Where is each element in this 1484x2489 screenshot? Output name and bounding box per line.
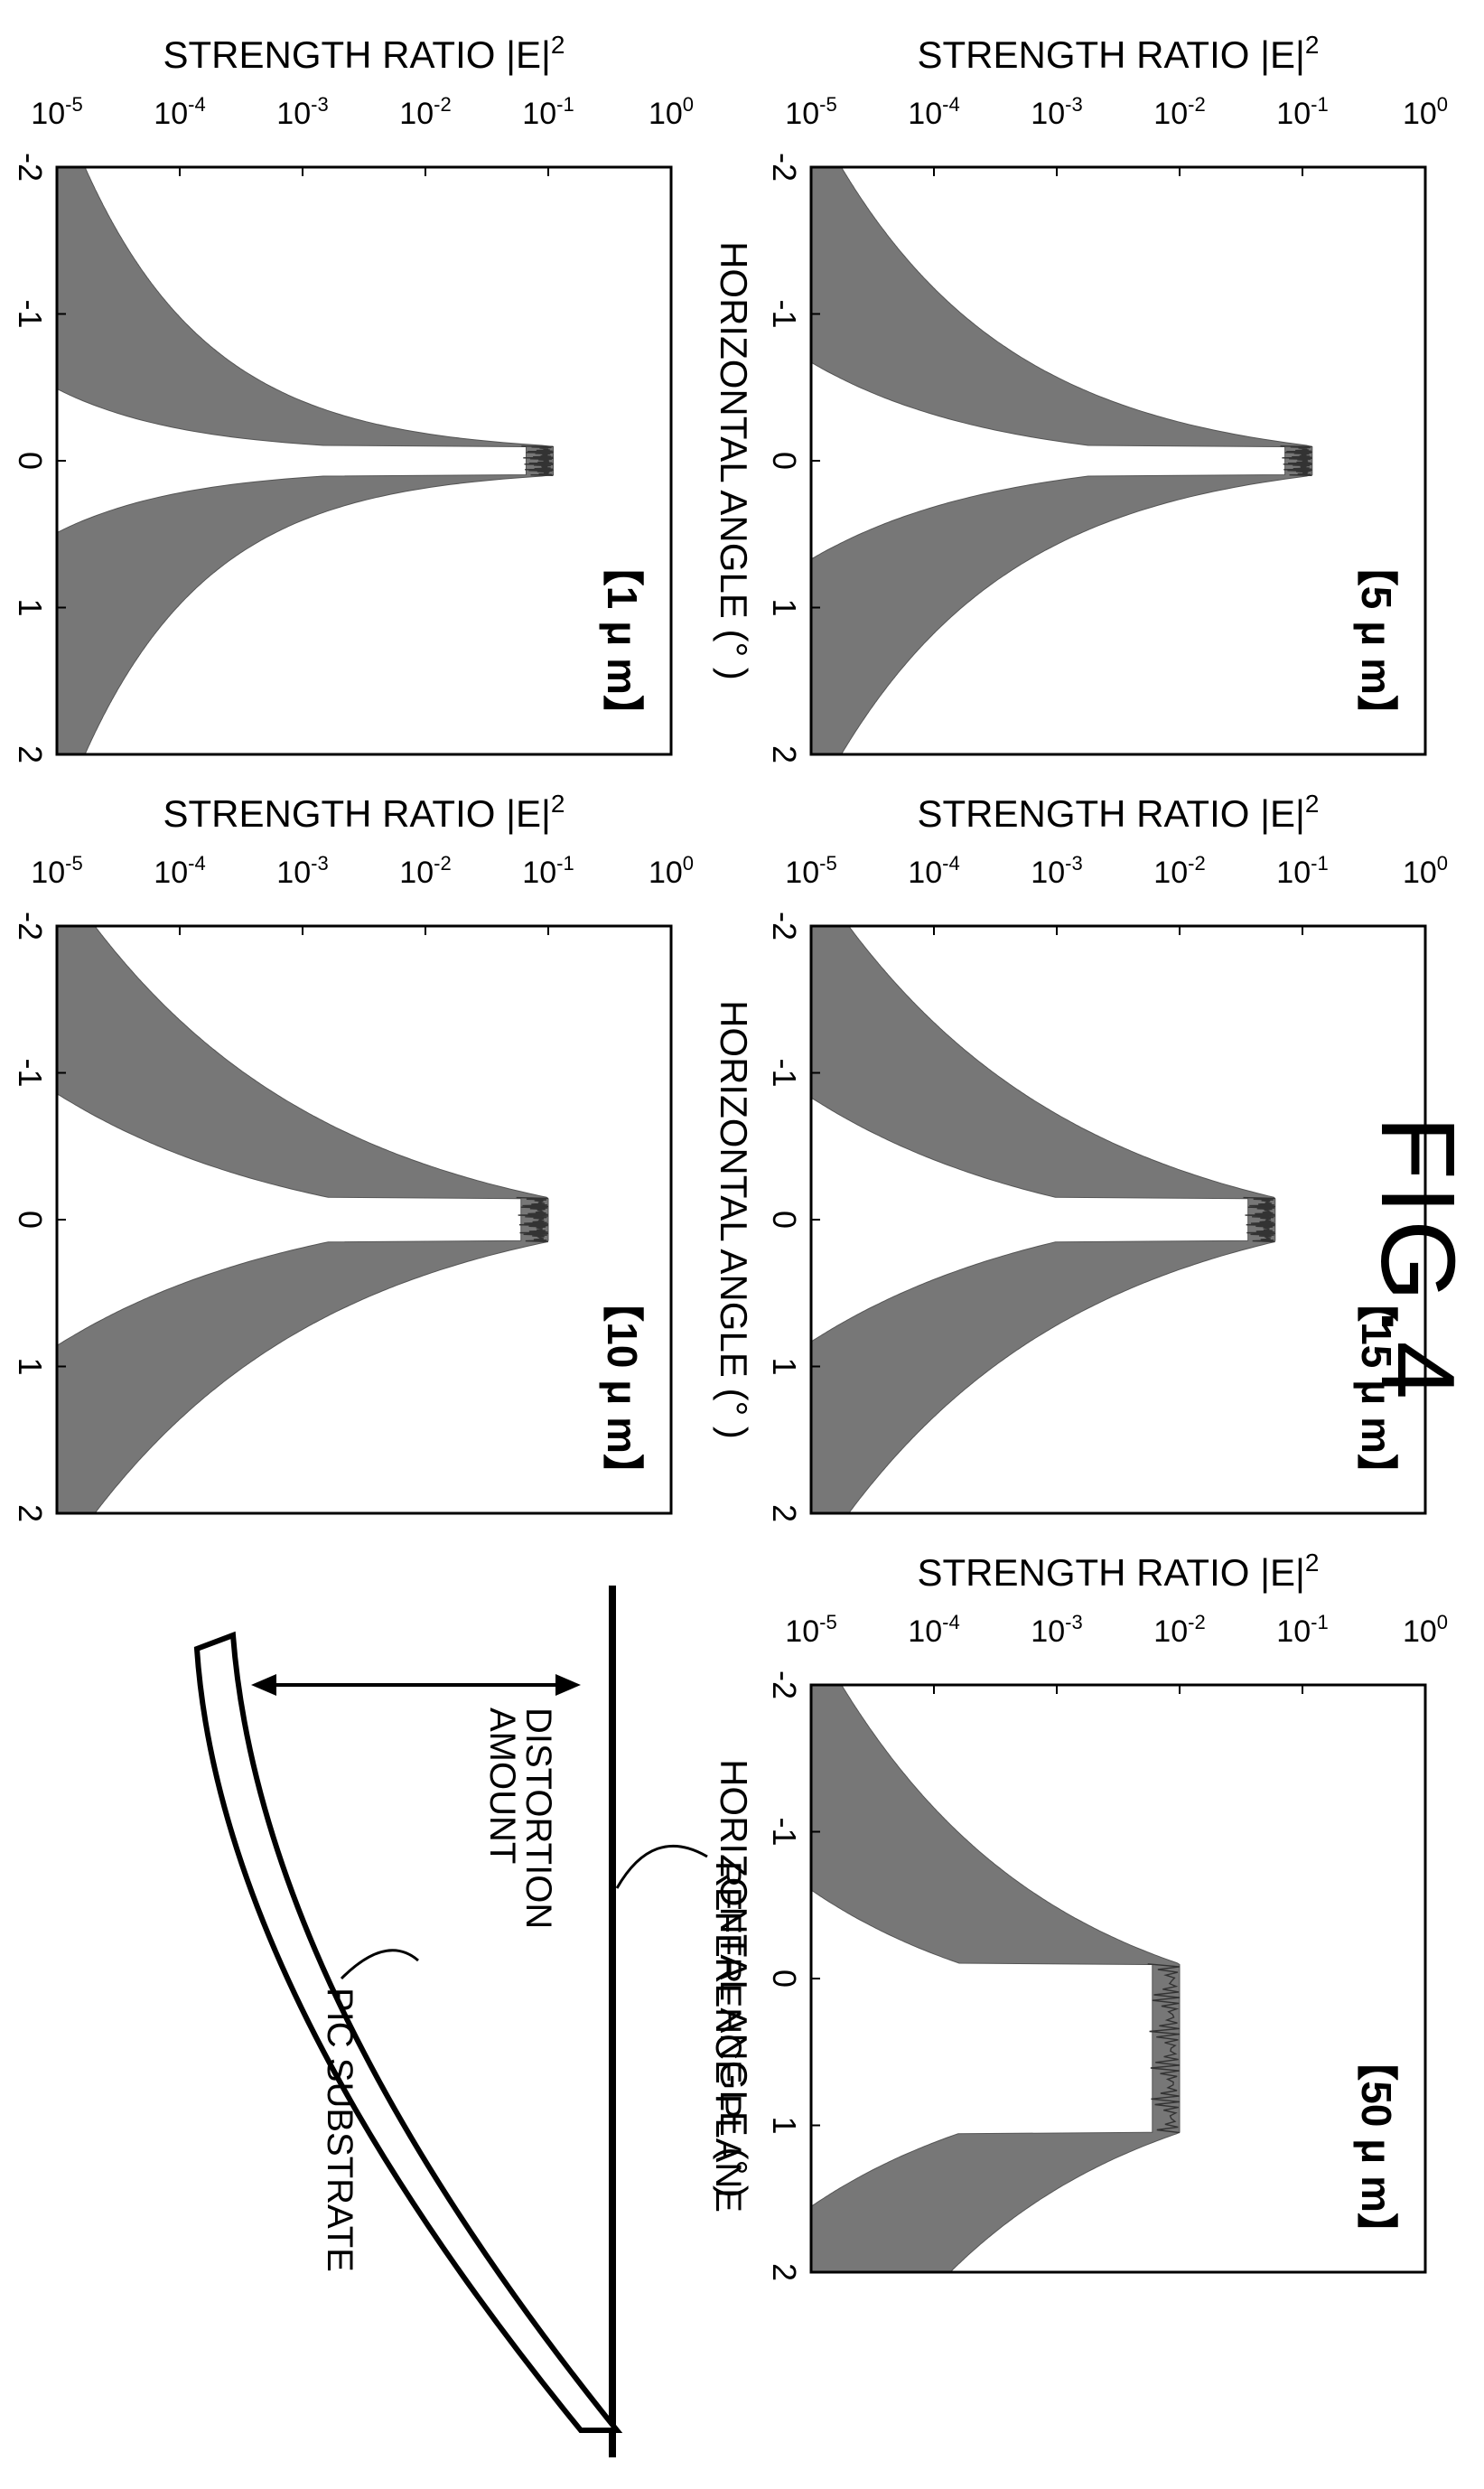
y-tick-label: 10-1 <box>1276 852 1328 890</box>
y-tick-label: 10-2 <box>1153 852 1205 890</box>
y-tick-label: 10-3 <box>276 852 328 890</box>
x-tick-label: 1 <box>12 598 49 616</box>
plot-svg: -2 -1 0 1 2 10-5 10-4 10-3 10-2 10-1 100 STRENGTH R… <box>713 1549 1448 2281</box>
distortion-label: DISTORTIONAMOUNT <box>482 1708 558 1929</box>
x-tick-label: -2 <box>766 1670 803 1699</box>
y-tick-label: 10-2 <box>399 852 451 890</box>
plot-svg: -2 -1 0 1 2 10-5 10-4 10-3 10-2 10-1 100 STRENGTH R… <box>713 790 1448 1522</box>
x-tick-label: 2 <box>12 1504 49 1522</box>
x-tick-label: 0 <box>12 452 49 470</box>
x-tick-label: 1 <box>766 2116 803 2134</box>
x-tick-label: -1 <box>12 299 49 328</box>
plot-svg: -2 -1 0 1 2 10-5 10-4 10-3 10-2 10-1 100 STRENGTH R… <box>0 790 694 1522</box>
x-tick-label: -1 <box>12 1058 49 1087</box>
plot-svg: -2 -1 0 1 2 10-5 10-4 10-3 10-2 10-1 100 STRENGTH R… <box>0 31 694 763</box>
x-tick-label: -2 <box>12 912 49 940</box>
arrow-head-icon <box>251 1674 276 1696</box>
y-tick-label: 10-2 <box>1153 1611 1205 1649</box>
y-tick-label: 10-3 <box>1031 93 1082 131</box>
arrow-head-icon <box>555 1674 581 1696</box>
panel-title: 【5 μ m】 <box>1353 545 1400 736</box>
x-tick-label: 0 <box>766 1970 803 1988</box>
y-axis-label: STRENGTH RATIO |E|2 <box>918 1549 1320 1594</box>
series-peak <box>1147 1963 1181 2134</box>
panel-title: 【50 μ m】 <box>1353 2039 1400 2254</box>
y-tick-label: 10-4 <box>154 93 205 131</box>
panel-title: 【10 μ m】 <box>599 1280 646 1495</box>
x-tick-label: 1 <box>12 1357 49 1375</box>
plot-10um: -2 -1 0 1 2 10-5 10-4 10-3 10-2 10-1 100 STRENGTH R… <box>0 786 694 1527</box>
y-tick-label: 10-5 <box>785 1611 836 1649</box>
pic-substrate-shape <box>193 1631 623 2433</box>
y-tick-label: 10-4 <box>908 852 959 890</box>
x-tick-label: -2 <box>12 153 49 182</box>
x-axis-label: HORIZONTAL ANGLE (° ) <box>713 1000 755 1439</box>
y-tick-label: 10-5 <box>785 852 836 890</box>
y-axis-label: STRENGTH RATIO |E|2 <box>163 31 565 76</box>
x-tick-label: 1 <box>766 598 803 616</box>
x-tick-label: -2 <box>766 912 803 940</box>
x-tick-label: 2 <box>766 745 803 763</box>
series-peak <box>1280 445 1312 476</box>
y-tick-label: 10-3 <box>1031 852 1082 890</box>
y-tick-label: 10-4 <box>154 852 205 890</box>
plot-svg: -2 -1 0 1 2 10-5 10-4 10-3 10-2 10-1 100 STRENGTH R… <box>713 31 1448 763</box>
reference-plane-label: REFERENCE PLANE <box>708 1861 748 2213</box>
y-tick-label: 10-2 <box>399 93 451 131</box>
y-axis-label: STRENGTH RATIO |E|2 <box>918 790 1320 835</box>
y-tick-label: 100 <box>649 93 694 131</box>
y-tick-label: 100 <box>1403 852 1448 890</box>
series-peak <box>521 445 554 476</box>
series-peak <box>516 1196 549 1243</box>
y-tick-label: 10-4 <box>908 1611 959 1649</box>
plot-5um: -2 -1 0 1 2 10-5 10-4 10-3 10-2 10-1 100 STRENGTH R… <box>667 27 1448 768</box>
leader-line <box>615 1844 708 1889</box>
x-tick-label: 1 <box>766 1357 803 1375</box>
y-tick-label: 100 <box>1403 93 1448 131</box>
x-tick-label: -1 <box>766 299 803 328</box>
x-axis-label: HORIZONTAL ANGLE (° ) <box>713 1759 755 2198</box>
x-axis-label: HORIZONTAL ANGLE (° ) <box>0 1000 1 1439</box>
x-tick-label: 0 <box>766 1211 803 1229</box>
x-tick-label: -1 <box>766 1058 803 1087</box>
y-tick-label: 10-2 <box>1153 93 1205 131</box>
x-tick-label: 0 <box>12 1211 49 1229</box>
x-tick-label: 2 <box>12 745 49 763</box>
y-tick-label: 10-5 <box>31 852 82 890</box>
y-tick-label: 10-1 <box>1276 1611 1328 1649</box>
x-tick-label: 0 <box>766 452 803 470</box>
x-tick-label: 2 <box>766 1504 803 1522</box>
plot-50um: -2 -1 0 1 2 10-5 10-4 10-3 10-2 10-1 100 STRENGTH R… <box>667 1545 1448 2286</box>
panel-title: 【15 μ m】 <box>1353 1280 1400 1495</box>
y-tick-label: 10-1 <box>522 852 574 890</box>
x-tick-label: -1 <box>766 1817 803 1846</box>
series-peak <box>1243 1196 1275 1243</box>
y-tick-label: 10-5 <box>785 93 836 131</box>
y-tick-label: 10-3 <box>276 93 328 131</box>
leader-line <box>340 1949 419 1980</box>
plot-1um: -2 -1 0 1 2 10-5 10-4 10-3 10-2 10-1 100 STRENGTH R… <box>0 27 694 768</box>
plot-15um: -2 -1 0 1 2 10-5 10-4 10-3 10-2 10-1 100 STRENGTH R… <box>667 786 1448 1527</box>
y-tick-label: 10-5 <box>31 93 82 131</box>
x-tick-label: -2 <box>766 153 803 182</box>
y-tick-label: 10-1 <box>1276 93 1328 131</box>
y-axis-label: STRENGTH RATIO |E|2 <box>918 31 1320 76</box>
y-tick-label: 10-1 <box>522 93 574 131</box>
x-axis-label: HORIZONTAL ANGLE (° ) <box>0 241 1 680</box>
y-tick-label: 100 <box>1403 1611 1448 1649</box>
y-tick-label: 10-3 <box>1031 1611 1082 1649</box>
x-axis-label: HORIZONTAL ANGLE (° ) <box>713 241 755 680</box>
y-axis-label: STRENGTH RATIO |E|2 <box>163 790 565 835</box>
x-tick-label: 2 <box>766 2263 803 2281</box>
y-tick-label: 10-4 <box>908 93 959 131</box>
panel-title: 【1 μ m】 <box>599 545 646 736</box>
pic-substrate-label: PIC SUBSTRATE <box>320 1988 359 2272</box>
y-tick-label: 100 <box>649 852 694 890</box>
